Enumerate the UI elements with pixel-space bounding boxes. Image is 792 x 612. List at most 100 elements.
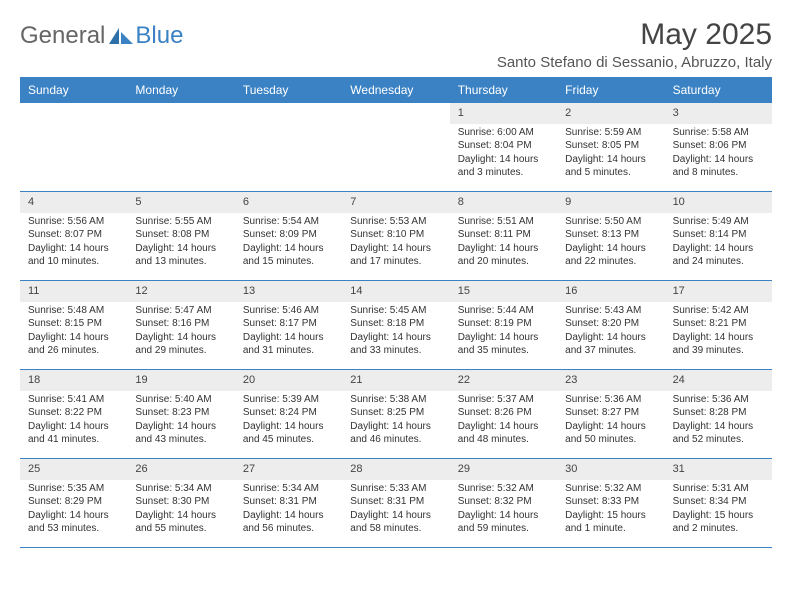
day-body: Sunrise: 5:48 AMSunset: 8:15 PMDaylight:… xyxy=(20,304,127,362)
day-body: Sunrise: 6:00 AMSunset: 8:04 PMDaylight:… xyxy=(450,126,557,184)
day-number: 21 xyxy=(342,370,449,391)
day-body: Sunrise: 5:42 AMSunset: 8:21 PMDaylight:… xyxy=(665,304,772,362)
day-body: Sunrise: 5:35 AMSunset: 8:29 PMDaylight:… xyxy=(20,482,127,540)
day-body: Sunrise: 5:45 AMSunset: 8:18 PMDaylight:… xyxy=(342,304,449,362)
location-label: Santo Stefano di Sessanio, Abruzzo, Ital… xyxy=(497,54,772,71)
day-number xyxy=(235,103,342,109)
daylight-text: Daylight: 14 hours and 39 minutes. xyxy=(673,331,764,358)
week-row: 4Sunrise: 5:56 AMSunset: 8:07 PMDaylight… xyxy=(20,192,772,281)
sunset-text: Sunset: 8:07 PM xyxy=(28,228,119,242)
sunset-text: Sunset: 8:30 PM xyxy=(135,495,226,509)
day-number: 11 xyxy=(20,281,127,302)
daylight-text: Daylight: 14 hours and 10 minutes. xyxy=(28,242,119,269)
sunrise-text: Sunrise: 5:53 AM xyxy=(350,215,441,229)
day-cell: 11Sunrise: 5:48 AMSunset: 8:15 PMDayligh… xyxy=(20,281,127,369)
day-body: Sunrise: 5:37 AMSunset: 8:26 PMDaylight:… xyxy=(450,393,557,451)
day-cell: 20Sunrise: 5:39 AMSunset: 8:24 PMDayligh… xyxy=(235,370,342,458)
sunset-text: Sunset: 8:11 PM xyxy=(458,228,549,242)
sunset-text: Sunset: 8:27 PM xyxy=(565,406,656,420)
sunrise-text: Sunrise: 5:58 AM xyxy=(673,126,764,140)
day-body: Sunrise: 5:58 AMSunset: 8:06 PMDaylight:… xyxy=(665,126,772,184)
daylight-text: Daylight: 14 hours and 31 minutes. xyxy=(243,331,334,358)
day-number: 4 xyxy=(20,192,127,213)
sunrise-text: Sunrise: 5:40 AM xyxy=(135,393,226,407)
day-body: Sunrise: 5:50 AMSunset: 8:13 PMDaylight:… xyxy=(557,215,664,273)
day-number: 3 xyxy=(665,103,772,124)
daylight-text: Daylight: 14 hours and 48 minutes. xyxy=(458,420,549,447)
logo: General Blue xyxy=(20,22,183,50)
day-cell: 28Sunrise: 5:33 AMSunset: 8:31 PMDayligh… xyxy=(342,459,449,547)
day-body: Sunrise: 5:34 AMSunset: 8:31 PMDaylight:… xyxy=(235,482,342,540)
day-cell: 5Sunrise: 5:55 AMSunset: 8:08 PMDaylight… xyxy=(127,192,234,280)
day-body: Sunrise: 5:40 AMSunset: 8:23 PMDaylight:… xyxy=(127,393,234,451)
sunrise-text: Sunrise: 5:56 AM xyxy=(28,215,119,229)
day-cell: 3Sunrise: 5:58 AMSunset: 8:06 PMDaylight… xyxy=(665,103,772,191)
weekday-header: Sunday xyxy=(20,77,127,103)
sunrise-text: Sunrise: 5:45 AM xyxy=(350,304,441,318)
daylight-text: Daylight: 14 hours and 43 minutes. xyxy=(135,420,226,447)
weeks-container: 1Sunrise: 6:00 AMSunset: 8:04 PMDaylight… xyxy=(20,103,772,548)
day-cell xyxy=(235,103,342,191)
daylight-text: Daylight: 14 hours and 17 minutes. xyxy=(350,242,441,269)
day-number: 5 xyxy=(127,192,234,213)
day-body: Sunrise: 5:43 AMSunset: 8:20 PMDaylight:… xyxy=(557,304,664,362)
day-number: 28 xyxy=(342,459,449,480)
sunset-text: Sunset: 8:29 PM xyxy=(28,495,119,509)
logo-text-2: Blue xyxy=(135,22,183,50)
day-number: 27 xyxy=(235,459,342,480)
day-body: Sunrise: 5:41 AMSunset: 8:22 PMDaylight:… xyxy=(20,393,127,451)
day-number: 25 xyxy=(20,459,127,480)
day-body: Sunrise: 5:33 AMSunset: 8:31 PMDaylight:… xyxy=(342,482,449,540)
weekday-header: Friday xyxy=(557,77,664,103)
daylight-text: Daylight: 14 hours and 5 minutes. xyxy=(565,153,656,180)
sunset-text: Sunset: 8:09 PM xyxy=(243,228,334,242)
day-cell: 16Sunrise: 5:43 AMSunset: 8:20 PMDayligh… xyxy=(557,281,664,369)
sunrise-text: Sunrise: 5:46 AM xyxy=(243,304,334,318)
day-number: 26 xyxy=(127,459,234,480)
sunrise-text: Sunrise: 5:32 AM xyxy=(565,482,656,496)
sunset-text: Sunset: 8:05 PM xyxy=(565,139,656,153)
sunrise-text: Sunrise: 6:00 AM xyxy=(458,126,549,140)
sunset-text: Sunset: 8:16 PM xyxy=(135,317,226,331)
day-cell: 21Sunrise: 5:38 AMSunset: 8:25 PMDayligh… xyxy=(342,370,449,458)
daylight-text: Daylight: 14 hours and 45 minutes. xyxy=(243,420,334,447)
sunrise-text: Sunrise: 5:34 AM xyxy=(243,482,334,496)
sunset-text: Sunset: 8:06 PM xyxy=(673,139,764,153)
day-body: Sunrise: 5:31 AMSunset: 8:34 PMDaylight:… xyxy=(665,482,772,540)
day-body: Sunrise: 5:34 AMSunset: 8:30 PMDaylight:… xyxy=(127,482,234,540)
sunrise-text: Sunrise: 5:39 AM xyxy=(243,393,334,407)
sunset-text: Sunset: 8:33 PM xyxy=(565,495,656,509)
sunrise-text: Sunrise: 5:47 AM xyxy=(135,304,226,318)
weekday-header: Thursday xyxy=(450,77,557,103)
daylight-text: Daylight: 14 hours and 26 minutes. xyxy=(28,331,119,358)
day-cell: 13Sunrise: 5:46 AMSunset: 8:17 PMDayligh… xyxy=(235,281,342,369)
month-title: May 2025 xyxy=(497,18,772,52)
sunrise-text: Sunrise: 5:44 AM xyxy=(458,304,549,318)
day-body: Sunrise: 5:44 AMSunset: 8:19 PMDaylight:… xyxy=(450,304,557,362)
day-cell xyxy=(20,103,127,191)
day-cell: 7Sunrise: 5:53 AMSunset: 8:10 PMDaylight… xyxy=(342,192,449,280)
sunset-text: Sunset: 8:31 PM xyxy=(243,495,334,509)
day-number: 7 xyxy=(342,192,449,213)
calendar: Sunday Monday Tuesday Wednesday Thursday… xyxy=(20,77,772,548)
day-number: 13 xyxy=(235,281,342,302)
day-body: Sunrise: 5:32 AMSunset: 8:33 PMDaylight:… xyxy=(557,482,664,540)
day-number: 17 xyxy=(665,281,772,302)
daylight-text: Daylight: 14 hours and 41 minutes. xyxy=(28,420,119,447)
day-cell: 1Sunrise: 6:00 AMSunset: 8:04 PMDaylight… xyxy=(450,103,557,191)
weekday-header: Wednesday xyxy=(342,77,449,103)
daylight-text: Daylight: 15 hours and 2 minutes. xyxy=(673,509,764,536)
sunset-text: Sunset: 8:08 PM xyxy=(135,228,226,242)
day-cell xyxy=(127,103,234,191)
day-number: 23 xyxy=(557,370,664,391)
sunrise-text: Sunrise: 5:42 AM xyxy=(673,304,764,318)
day-cell: 6Sunrise: 5:54 AMSunset: 8:09 PMDaylight… xyxy=(235,192,342,280)
day-number: 2 xyxy=(557,103,664,124)
day-number: 14 xyxy=(342,281,449,302)
day-number: 19 xyxy=(127,370,234,391)
week-row: 25Sunrise: 5:35 AMSunset: 8:29 PMDayligh… xyxy=(20,459,772,548)
daylight-text: Daylight: 14 hours and 59 minutes. xyxy=(458,509,549,536)
day-body: Sunrise: 5:39 AMSunset: 8:24 PMDaylight:… xyxy=(235,393,342,451)
sunrise-text: Sunrise: 5:37 AM xyxy=(458,393,549,407)
week-row: 11Sunrise: 5:48 AMSunset: 8:15 PMDayligh… xyxy=(20,281,772,370)
